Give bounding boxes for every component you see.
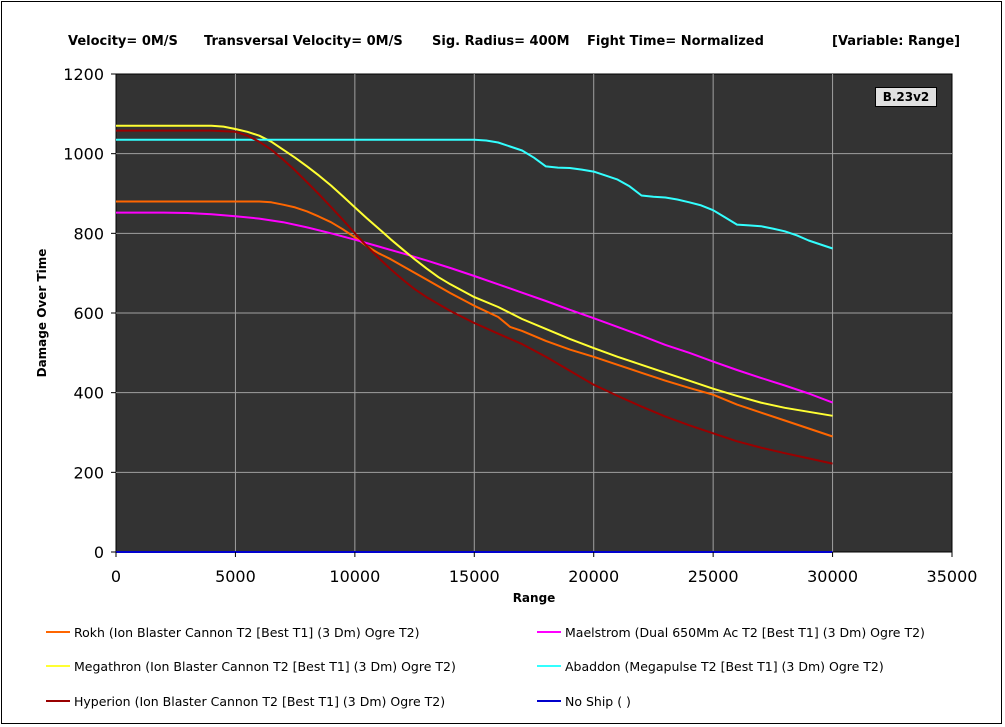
legend-swatch: [46, 631, 70, 633]
fight-time-label: Fight Time= Normalized: [587, 34, 764, 49]
y-tick-label: 1000: [63, 145, 104, 164]
x-tick-label: 35000: [927, 567, 978, 586]
transversal-velocity-label: Transversal Velocity= 0M/S: [204, 34, 403, 49]
grid: [116, 74, 952, 552]
legend-swatch: [537, 700, 561, 702]
y-tick-label: 200: [73, 463, 104, 482]
legend-item: Megathron (Ion Blaster Cannon T2 [Best T…: [46, 657, 456, 675]
legend-swatch: [46, 700, 70, 702]
series-line-4: [116, 129, 833, 465]
tick-labels: 0 5000 10000 15000 20000 25000 30000 35000 0 200 4…: [63, 65, 977, 586]
y-tick-label: 1200: [63, 65, 104, 84]
series-line-1: [116, 211, 833, 404]
legend-label: Megathron (Ion Blaster Cannon T2 [Best T…: [74, 658, 456, 674]
x-tick-label: 5000: [215, 567, 256, 586]
legend-item: Maelstrom (Dual 650Mm Ac T2 [Best T1] (3…: [537, 623, 925, 641]
velocity-label: Velocity= 0M/S: [68, 34, 178, 49]
x-tick-label: 25000: [688, 567, 739, 586]
sig-radius-label: Sig. Radius= 400M: [432, 34, 570, 49]
legend-swatch: [537, 665, 561, 667]
x-tick-label: 15000: [449, 567, 500, 586]
y-tick-label: 800: [73, 224, 104, 243]
x-tick-label: 0: [111, 567, 121, 586]
series-line-0: [116, 200, 833, 438]
legend-label: No Ship ( ): [565, 693, 631, 709]
version-badge: B.23v2: [875, 87, 937, 107]
legend-label: Hyperion (Ion Blaster Cannon T2 [Best T1…: [74, 693, 446, 709]
legend-item: Rokh (Ion Blaster Cannon T2 [Best T1] (3…: [46, 623, 419, 641]
legend-label: Rokh (Ion Blaster Cannon T2 [Best T1] (3…: [74, 624, 420, 640]
x-tick-label: 30000: [807, 567, 858, 586]
legend-swatch: [46, 665, 70, 667]
y-tick-label: 600: [73, 304, 104, 323]
x-axis-title: Range: [513, 591, 556, 605]
series-line-2: [116, 124, 833, 417]
x-tick-label: 10000: [329, 567, 380, 586]
legend-label: Maelstrom (Dual 650Mm Ac T2 [Best T1] (3…: [565, 624, 925, 640]
legend-label: Abaddon (Megapulse T2 [Best T1] (3 Dm) O…: [565, 658, 884, 674]
legend-item: No Ship ( ): [537, 692, 631, 710]
y-tick-label: 400: [73, 384, 104, 403]
legend-item: Abaddon (Megapulse T2 [Best T1] (3 Dm) O…: [537, 657, 884, 675]
y-axis-title: Damage Over Time: [35, 249, 49, 378]
series-line-3: [116, 138, 833, 250]
legend-swatch: [537, 631, 561, 633]
variable-label: [Variable: Range]: [832, 34, 961, 49]
x-tick-label: 20000: [568, 567, 619, 586]
y-tick-label: 0: [94, 543, 104, 562]
legend-item: Hyperion (Ion Blaster Cannon T2 [Best T1…: [46, 692, 445, 710]
